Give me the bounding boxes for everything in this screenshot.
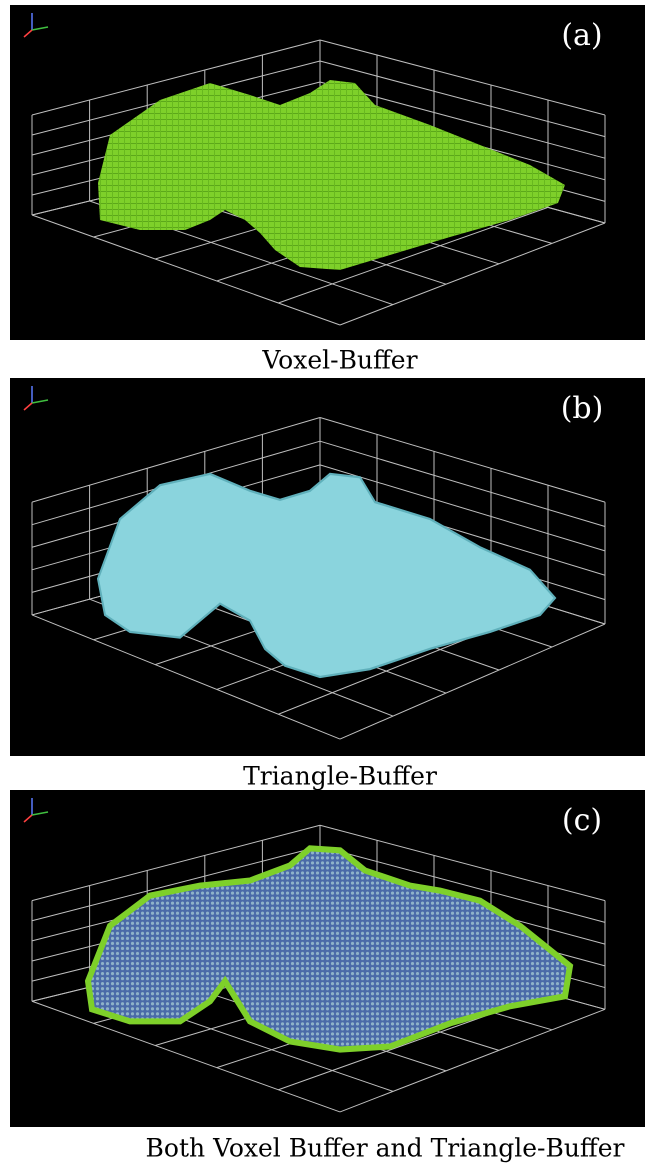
panel: (c) — [10, 790, 645, 1127]
caption: Voxel-Buffer — [261, 346, 417, 375]
panel: (a) — [10, 5, 645, 340]
caption: Both Voxel Buffer and Triangle-Buffer — [146, 1134, 625, 1163]
panel: (b) — [10, 378, 645, 756]
panel-label: (c) — [562, 803, 602, 838]
page: (a) Voxel-Buffer (b) Triangle-Buffer (c) Both… — [0, 0, 652, 1166]
panel-label: (a) — [561, 18, 602, 53]
panel-label: (b) — [561, 391, 604, 426]
caption: Triangle-Buffer — [243, 762, 437, 791]
figure: (a) Voxel-Buffer (b) Triangle-Buffer (c) Both… — [0, 0, 652, 1166]
